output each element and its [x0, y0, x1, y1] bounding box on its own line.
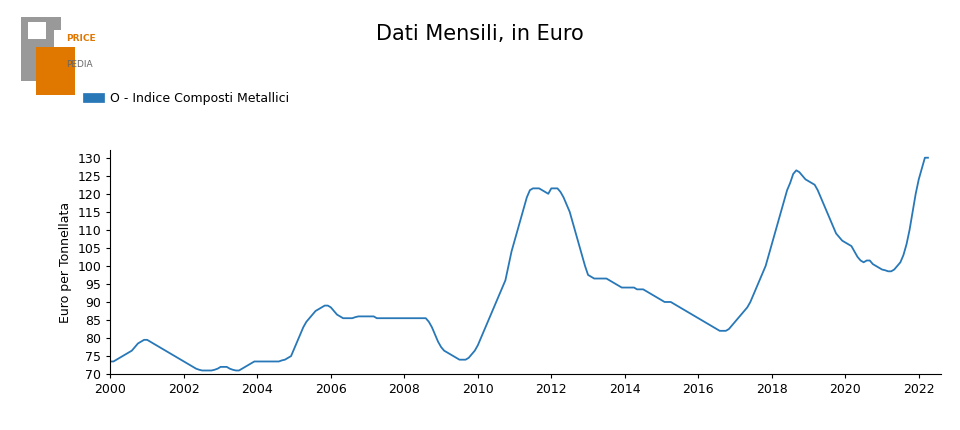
Legend: O - Indice Composti Metallici: O - Indice Composti Metallici: [88, 92, 290, 105]
Y-axis label: Euro per Tonnellata: Euro per Tonnellata: [59, 202, 72, 323]
Bar: [36, 30, 75, 47]
Bar: [28, 22, 46, 39]
Bar: [21, 17, 54, 47]
Bar: [36, 30, 75, 95]
Bar: [21, 17, 60, 82]
Text: Dati Mensili, in Euro: Dati Mensili, in Euro: [376, 24, 584, 44]
Text: PRICE: PRICE: [65, 34, 95, 43]
Text: PEDIA: PEDIA: [65, 60, 92, 69]
Bar: [21, 81, 60, 95]
